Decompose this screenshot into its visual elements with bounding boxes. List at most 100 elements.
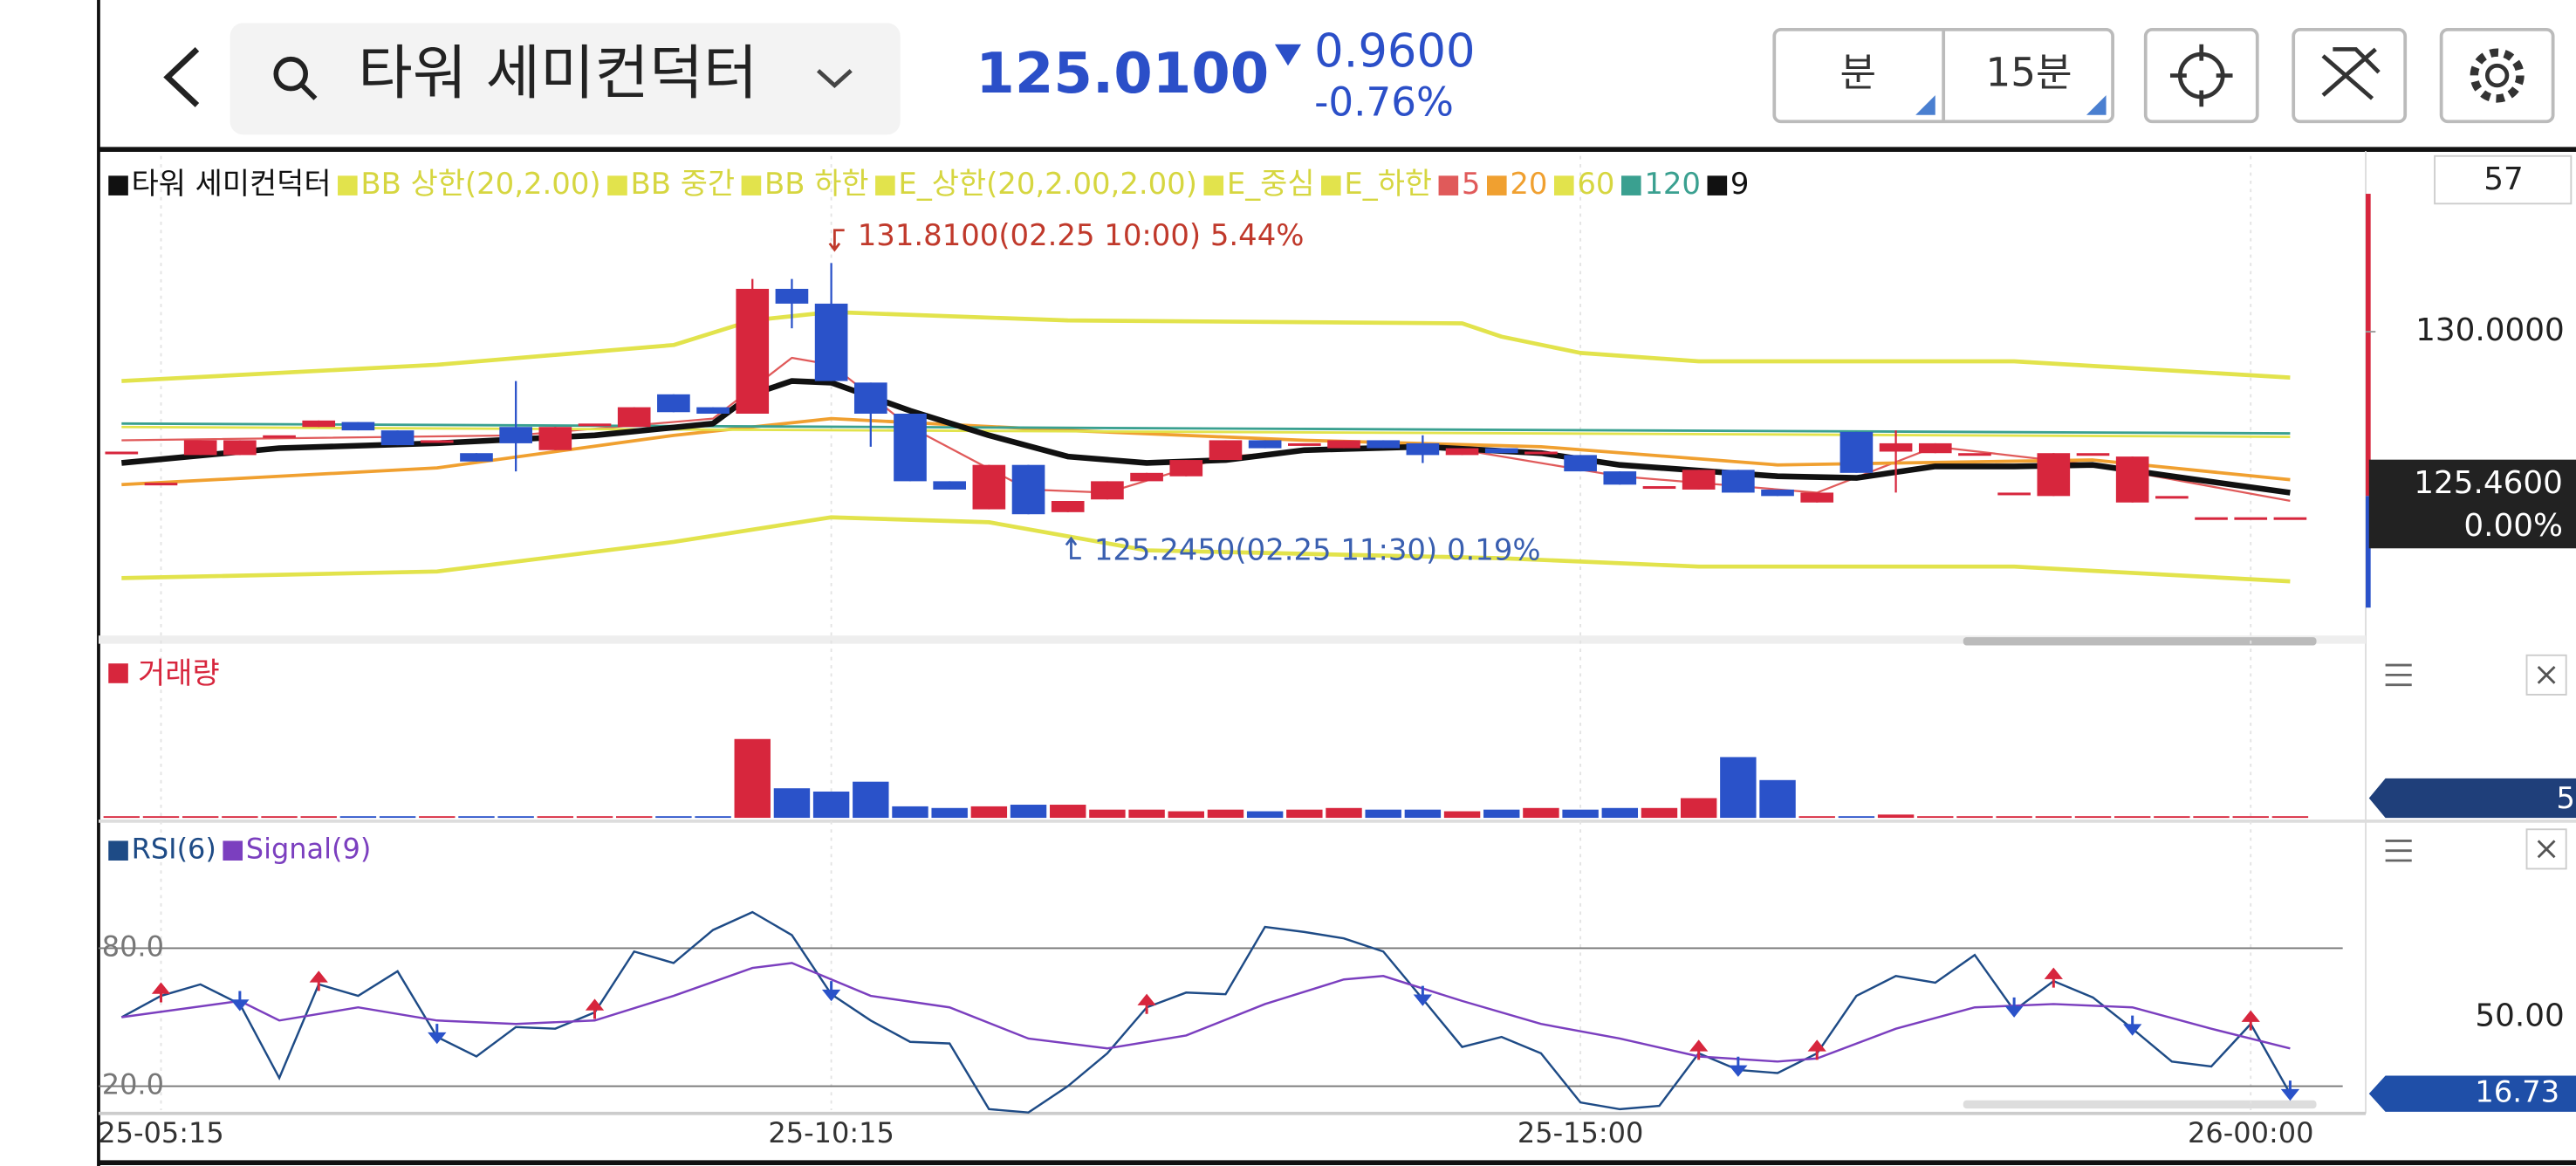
legend-label: 타워 세미컨덕터 (132, 167, 332, 201)
volume-bar (853, 781, 889, 819)
candle-body (1367, 440, 1401, 449)
corner-mark (2086, 95, 2107, 115)
menu-icon[interactable] (2385, 663, 2412, 687)
buy-signal (151, 982, 171, 1003)
volume-bar (1128, 809, 1165, 819)
candle-body (1761, 489, 1794, 497)
candle-body (420, 440, 454, 443)
legend-swatch (108, 663, 128, 683)
legend-swatch (741, 175, 762, 195)
sell-signal (2280, 1080, 2300, 1101)
indicator-line (121, 422, 2291, 435)
legend-label: 60 (1577, 167, 1614, 201)
candle-body (302, 420, 336, 428)
settings-button[interactable] (2439, 27, 2555, 124)
price-change: 0.9600 (1314, 25, 1475, 79)
volume-bar (812, 791, 850, 819)
buy-signal (309, 971, 328, 991)
volume-bar (576, 816, 613, 819)
dropdown-icon[interactable] (816, 69, 853, 89)
volume-bar (222, 816, 258, 819)
volume-bar (142, 816, 180, 819)
candle-body (223, 440, 257, 456)
indicator-line (121, 515, 2291, 584)
volume-bar (1365, 809, 1401, 819)
volume-bar (1326, 807, 1362, 819)
volume-bar (2074, 816, 2112, 819)
volume-bar (182, 816, 219, 819)
settings-icon (2470, 48, 2525, 103)
volume-bar (2193, 816, 2230, 819)
candle-body (1800, 492, 1834, 503)
rsi-last: 16.73 (2475, 1075, 2559, 1109)
y-tick-label: 130.0000 (2415, 312, 2565, 348)
buy-signal (2241, 1010, 2260, 1031)
indicator-line (121, 425, 2291, 438)
volume-bar (695, 816, 731, 819)
legend-swatch (1553, 175, 1574, 195)
volume-bar (1956, 816, 1993, 819)
candle-body (1958, 453, 1991, 456)
volume-bar (1759, 779, 1796, 819)
draw-button[interactable] (2292, 27, 2408, 124)
volume-bar (1562, 809, 1599, 819)
y-tick-label: 20.0 (102, 1068, 164, 1101)
panel-separator (98, 635, 2367, 644)
legend-swatch (1487, 175, 1507, 195)
range-indicator (2366, 194, 2371, 497)
candle-body (814, 303, 848, 381)
interval[interactable]: 15분 (1986, 50, 2072, 96)
back-button[interactable] (163, 47, 200, 107)
volume-bar (1720, 757, 1757, 819)
legend-swatch (875, 175, 895, 195)
candle-body (1209, 440, 1243, 461)
search-icon (273, 56, 308, 92)
volume-bar (1680, 798, 1717, 819)
crosshair-button[interactable] (2143, 27, 2259, 124)
volume-last: 5 (2556, 781, 2575, 815)
volume-bar (537, 816, 574, 819)
candle-body (1248, 440, 1282, 449)
buy-signal (585, 998, 605, 1019)
volume-bar (2114, 816, 2151, 819)
volume-bar (1089, 809, 1126, 819)
legend-swatch (223, 840, 243, 861)
candle-body (2115, 456, 2149, 503)
candle-body (972, 464, 1006, 510)
volume-bar (1168, 811, 1204, 819)
scrollbar[interactable] (1963, 637, 2317, 646)
legend-label: E_중심 (1227, 167, 1315, 201)
current-price: 125.0100 (976, 42, 1269, 106)
last-price: 125.4600 (2414, 465, 2563, 501)
buy-signal (1137, 993, 1156, 1014)
candle-body (1169, 460, 1203, 477)
volume-bar (1286, 809, 1323, 819)
volume-bar (2154, 816, 2190, 819)
annotation: 131.8100(02.25 10:00) 5.44% (858, 218, 1305, 252)
search-box[interactable] (230, 23, 901, 135)
candle-body (144, 483, 178, 486)
annotation-arrow (828, 229, 845, 252)
volume-bar (2271, 816, 2309, 819)
candle-body (2155, 496, 2189, 499)
scrollbar[interactable] (1963, 1100, 2317, 1109)
legend-swatch (108, 840, 128, 861)
crosshair-icon (2169, 44, 2233, 107)
volume-bar (261, 816, 298, 819)
period-unit[interactable]: 분 (1840, 50, 1877, 96)
rsi-right-label: 50.00 (2475, 998, 2564, 1034)
candle-body (1997, 492, 2031, 496)
volume-bar (419, 816, 456, 819)
settings-icon (2484, 63, 2510, 88)
sell-signal (1413, 985, 1433, 1006)
menu-icon[interactable] (2385, 840, 2412, 862)
last-price-box (2368, 459, 2576, 549)
indicator-line (121, 416, 2291, 487)
draw-icon (2321, 47, 2381, 100)
value-tag (2368, 1075, 2576, 1112)
candle-body (1603, 471, 1637, 485)
candle-body (460, 453, 493, 462)
legend-label: 20 (1510, 167, 1547, 201)
candle-body (933, 481, 966, 490)
